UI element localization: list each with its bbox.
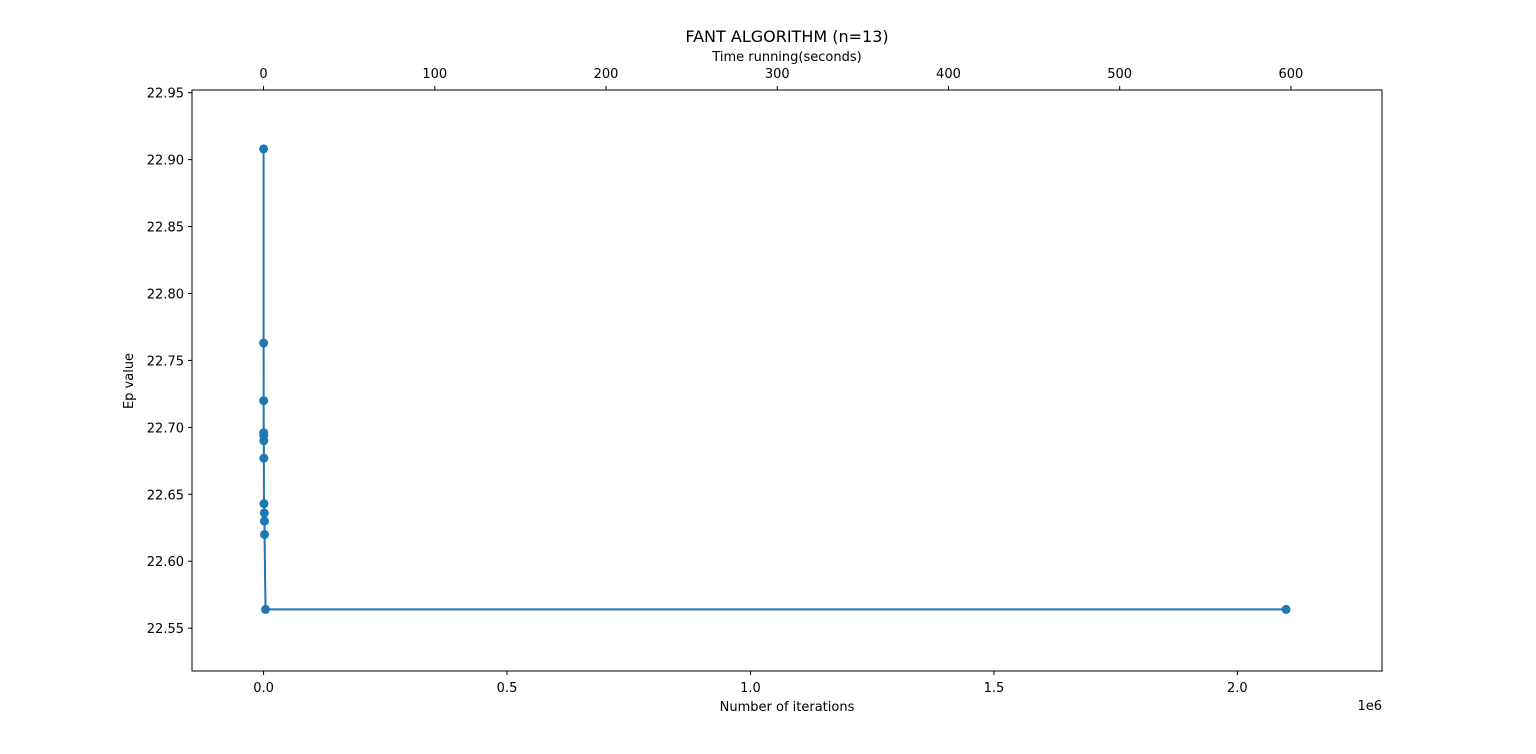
- x-axis-label: Number of iterations: [720, 700, 855, 715]
- x-axis-ticks: 0.0 0.5 1.0 1.5 2.0: [253, 671, 1248, 696]
- x-axis-offset-label: 1e6: [1357, 699, 1382, 714]
- data-point: [259, 144, 269, 154]
- y-tick-label: 22.65: [147, 488, 184, 503]
- top-x-tick-label: 200: [594, 67, 619, 82]
- y-tick-label: 22.70: [147, 421, 184, 436]
- data-point: [259, 499, 269, 509]
- top-x-tick-label: 0: [259, 67, 267, 82]
- data-point: [259, 338, 269, 348]
- data-point: [259, 436, 269, 446]
- y-tick-label: 22.95: [147, 87, 184, 102]
- data-point: [259, 396, 269, 406]
- top-x-tick-label: 600: [1278, 67, 1303, 82]
- y-tick-label: 22.90: [147, 154, 184, 169]
- data-point: [259, 508, 269, 518]
- data-point: [1281, 604, 1291, 614]
- data-point: [259, 516, 269, 526]
- top-x-axis-ticks: 0 100 200 300 400 500 600: [259, 67, 1303, 90]
- y-tick-label: 22.85: [147, 221, 184, 236]
- chart-title: FANT ALGORITHM (n=13): [685, 27, 888, 46]
- plot-series: [259, 144, 1291, 614]
- data-point: [259, 453, 269, 463]
- y-axis-ticks: 22.55 22.60 22.65 22.70 22.75 22.80 22.85 22.90…: [147, 87, 192, 637]
- data-point: [261, 604, 271, 614]
- y-tick-label: 22.60: [147, 555, 184, 570]
- data-point: [260, 529, 270, 539]
- top-x-tick-label: 100: [422, 67, 447, 82]
- y-tick-label: 22.55: [147, 622, 184, 637]
- y-tick-label: 22.80: [147, 287, 184, 302]
- x-tick-label: 0.5: [497, 681, 518, 696]
- y-axis-label: Ep value: [122, 353, 137, 409]
- top-x-tick-label: 300: [765, 67, 790, 82]
- x-tick-label: 0.0: [253, 681, 274, 696]
- top-x-tick-label: 400: [936, 67, 961, 82]
- x-tick-label: 1.5: [984, 681, 1005, 696]
- top-x-tick-label: 500: [1107, 67, 1132, 82]
- x-tick-label: 2.0: [1227, 681, 1248, 696]
- x-tick-label: 1.0: [740, 681, 761, 696]
- y-tick-label: 22.75: [147, 354, 184, 369]
- plot-area-frame: [191, 89, 1383, 672]
- top-x-axis-label: Time running(seconds): [711, 50, 861, 65]
